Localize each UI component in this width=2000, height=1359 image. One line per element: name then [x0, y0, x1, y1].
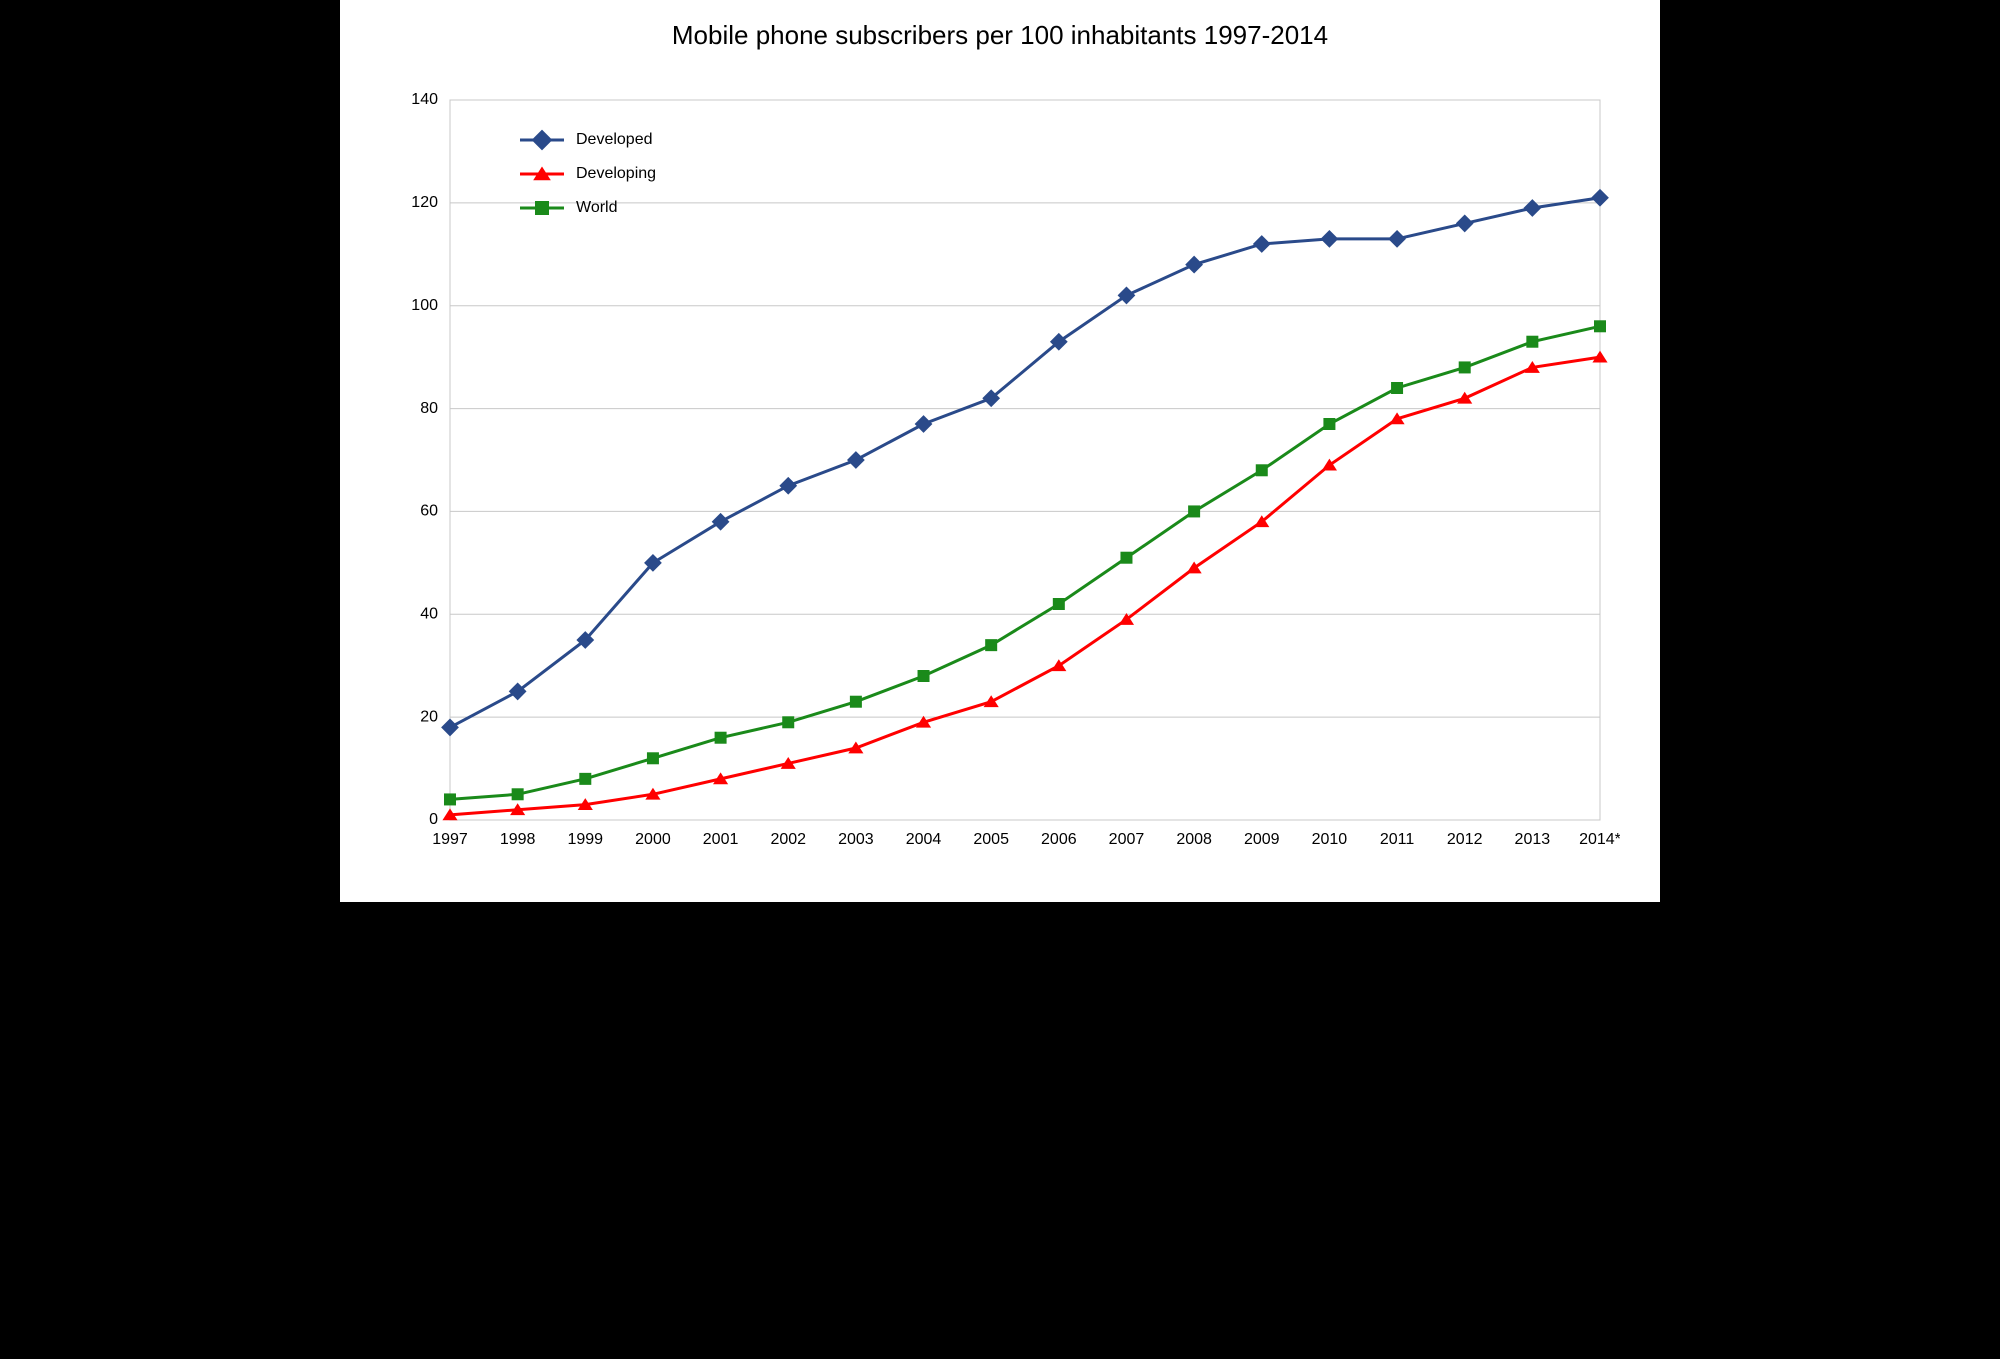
series-developing — [442, 351, 1607, 821]
y-tick-label: 40 — [420, 606, 438, 623]
y-tick-label: 80 — [420, 400, 438, 417]
legend-item: Developed — [520, 130, 653, 151]
legend-item: Developing — [520, 165, 656, 182]
x-tick-label: 2001 — [703, 831, 739, 848]
series-world — [444, 320, 1606, 805]
x-tick-label: 2008 — [1176, 831, 1212, 848]
x-tick-label: 2013 — [1515, 831, 1551, 848]
chart-page: Mobile phone subscribers per 100 inhabit… — [340, 0, 1660, 902]
legend-label: Developed — [576, 131, 653, 148]
x-tick-label: 2003 — [838, 831, 874, 848]
x-tick-label: 1999 — [567, 831, 603, 848]
x-tick-label: 2002 — [770, 831, 806, 848]
x-tick-label: 2011 — [1380, 831, 1415, 848]
chart-area: 0 20 40 60 80 100 120 140 1997 1998 1999 2000 2001 20… — [380, 80, 1620, 862]
x-tick-label: 1997 — [432, 831, 468, 848]
x-tick-label: 2006 — [1041, 831, 1077, 848]
y-tick-label: 140 — [411, 91, 438, 108]
y-tick-label: 60 — [420, 503, 438, 520]
x-tick-label: 2010 — [1312, 831, 1348, 848]
chart-title: Mobile phone subscribers per 100 inhabit… — [340, 20, 1660, 51]
legend-label: Developing — [576, 165, 656, 182]
series-developed — [441, 189, 1609, 736]
x-tick-label: 2007 — [1109, 831, 1145, 848]
y-tick-label: 20 — [420, 708, 438, 725]
x-tick-label: 2000 — [635, 831, 671, 848]
line-chart-svg: 0 20 40 60 80 100 120 140 1997 1998 1999 2000 2001 20… — [380, 80, 1620, 860]
y-tick-label: 0 — [429, 811, 438, 828]
y-tick-label: 100 — [411, 297, 438, 314]
legend-item: World — [520, 199, 618, 216]
x-tick-label: 2014* — [1579, 831, 1620, 848]
x-tick-label: 1998 — [500, 831, 536, 848]
legend-label: World — [576, 199, 618, 216]
x-tick-label: 2012 — [1447, 831, 1483, 848]
x-tick-label: 2009 — [1244, 831, 1280, 848]
y-tick-label: 120 — [411, 194, 438, 211]
x-tick-label: 2004 — [906, 831, 942, 848]
x-tick-label: 2005 — [973, 831, 1009, 848]
